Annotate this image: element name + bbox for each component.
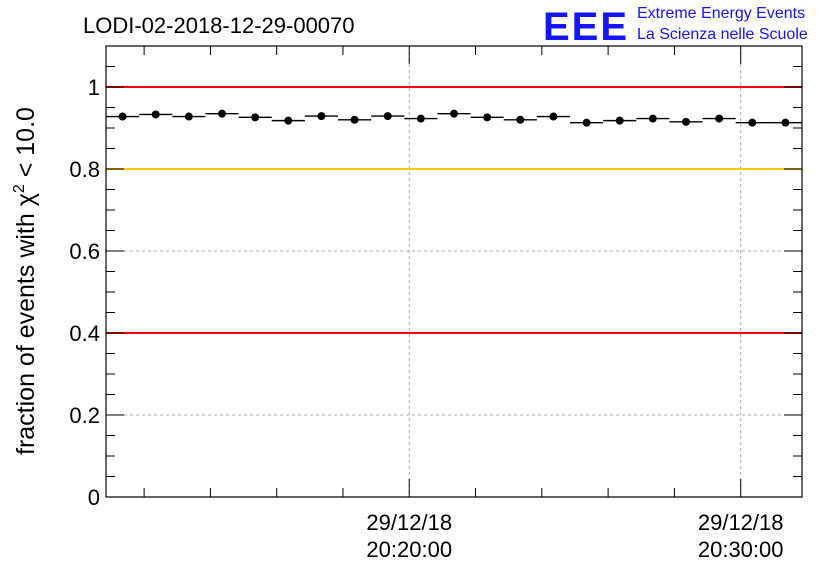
y-axis-title-superscript: 2: [11, 184, 28, 193]
data-point: [781, 118, 790, 127]
data-point: [582, 118, 591, 127]
logo-line-2: La Scienza nelle Scuole: [637, 26, 808, 43]
eee-logo: EEE Extreme Energy Events La Scienza nel…: [543, 5, 808, 49]
data-point: [549, 112, 558, 121]
data-point: [251, 113, 260, 122]
y-axis-title: fraction of events with χ2 < 10.0: [11, 107, 40, 455]
data-point: [450, 109, 458, 118]
data-point: [383, 112, 392, 121]
data-point: [416, 114, 425, 123]
data-point: [317, 112, 326, 121]
data-point: [648, 114, 657, 123]
data-point: [516, 115, 525, 124]
data-point: [151, 110, 160, 119]
data-point: [218, 109, 226, 118]
y-tick-label: 0.8: [69, 157, 100, 182]
chart-title: LODI-02-2018-12-29-00070: [83, 13, 355, 38]
y-tick-label: 0.2: [69, 403, 100, 428]
data-point: [748, 118, 757, 127]
data-point: [715, 114, 724, 123]
logo-line-1: Extreme Energy Events: [637, 5, 805, 22]
data-point: [184, 112, 193, 121]
reference-lines: [106, 86, 802, 334]
data-point: [483, 113, 492, 122]
x-tick-label-time: 20:30:00: [698, 537, 784, 562]
data-point: [350, 115, 359, 124]
x-tick-label-time: 20:20:00: [366, 537, 452, 562]
data-point: [118, 112, 127, 121]
y-tick-label: 0.6: [69, 239, 100, 264]
y-tick-label: 0.4: [69, 321, 100, 346]
data-point: [682, 117, 690, 126]
y-tick-label: 0: [88, 485, 100, 510]
x-tick-label-date: 29/12/18: [698, 510, 784, 535]
logo-mark: EEE: [543, 5, 629, 49]
y-axis-title-tail: < 10.0: [12, 107, 40, 184]
data-point: [284, 116, 293, 125]
y-axis-title-main: fraction of events with χ: [12, 193, 40, 455]
x-tick-label-date: 29/12/18: [366, 510, 452, 535]
axis-ticks: [106, 46, 802, 498]
data-series: [106, 109, 802, 127]
y-tick-label: 1: [88, 75, 100, 100]
data-point: [615, 116, 624, 125]
tick-labels: 00.20.40.60.8129/12/1820:20:0029/12/1820…: [69, 75, 783, 562]
